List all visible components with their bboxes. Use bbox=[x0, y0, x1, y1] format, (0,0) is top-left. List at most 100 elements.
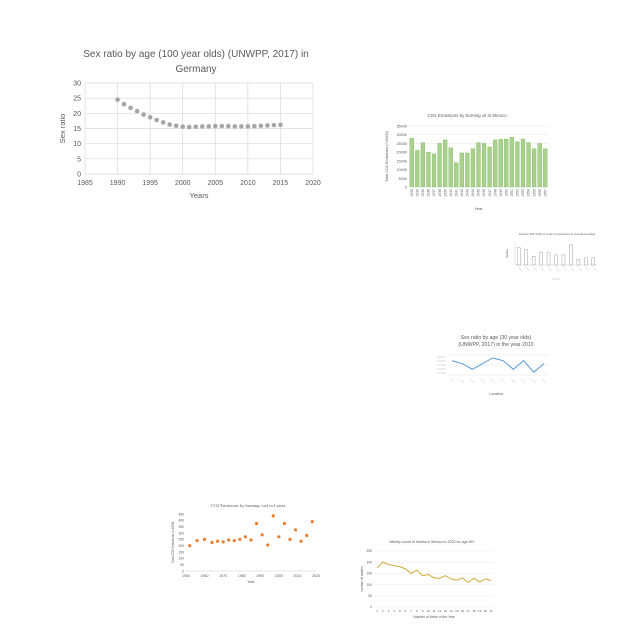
x-tick-mark bbox=[460, 378, 465, 384]
bar bbox=[524, 248, 528, 266]
y-tick-label: 450 bbox=[178, 512, 184, 516]
x-tick-label: 12 bbox=[438, 609, 442, 613]
data-point bbox=[173, 123, 179, 129]
series-line bbox=[451, 357, 545, 373]
x-tick-label: 5 bbox=[399, 609, 401, 613]
x-tick-mark bbox=[480, 378, 485, 384]
x-tick-label: 1939 bbox=[443, 189, 447, 197]
chart-panel-co2-coal-latvia: CO2 Emissions by burning coal in Latvia 0… bbox=[170, 500, 325, 590]
data-point bbox=[186, 124, 192, 130]
y-tick-label: 400 bbox=[178, 519, 184, 523]
x-tick-label: 1938 bbox=[438, 189, 442, 197]
x-tick-label: 1949 bbox=[499, 189, 503, 197]
x-tick-label: 1946 bbox=[482, 189, 486, 197]
x-tick-label: 2000 bbox=[175, 180, 191, 187]
bar bbox=[420, 142, 425, 188]
data-point bbox=[232, 539, 236, 543]
data-point bbox=[227, 538, 231, 542]
x-tick-label: 21 bbox=[489, 609, 493, 613]
bar bbox=[591, 257, 595, 266]
chart-co2-oil-mexico: CO2 Emissions by burning oil in Mexico 0 5… bbox=[385, 113, 548, 211]
chart-panel-sex-ratio-30: Sex ratio by age (30 year olds) (UNWPP, 2… bbox=[430, 330, 555, 400]
y-tick-label: 0 bbox=[77, 172, 81, 179]
y-tick-label: 150 bbox=[178, 550, 184, 554]
bar bbox=[454, 162, 459, 188]
x-tick-mark bbox=[548, 266, 552, 272]
x-tick-label: 6 bbox=[405, 609, 407, 613]
bar bbox=[498, 138, 503, 188]
x-tick-label: 1947 bbox=[488, 189, 492, 197]
x-tick-label: 4 bbox=[393, 609, 395, 613]
bar bbox=[487, 146, 492, 188]
y-axis-label: number of deaths bbox=[360, 566, 364, 592]
bar bbox=[476, 142, 481, 188]
data-point bbox=[215, 539, 220, 543]
y-tick-label: 5000 bbox=[399, 177, 407, 181]
y-tick-label: 200 bbox=[366, 560, 372, 564]
data-point bbox=[180, 124, 186, 129]
chart-title: CO2 Emissions by burning coal in Latvia bbox=[211, 503, 286, 508]
data-point bbox=[305, 533, 309, 538]
data-point bbox=[278, 122, 283, 128]
x-tick-label: 2000 bbox=[275, 574, 283, 578]
x-tick-label: 1952 bbox=[516, 189, 520, 197]
data-point bbox=[249, 538, 253, 542]
x-tick-label: 1933 bbox=[410, 189, 414, 197]
x-tick-label: 2 bbox=[382, 609, 384, 613]
chart-title-line: Sex ratio by age (100 year olds) (UNWPP,… bbox=[83, 49, 308, 60]
chart-panel-co2-oil-mexico: CO2 Emissions by burning oil in Mexico 0 5… bbox=[382, 110, 552, 215]
bar bbox=[415, 150, 420, 188]
x-tick-label: 1953 bbox=[521, 189, 525, 197]
chart-panel-crude-oil-production: Number (MT CO2) of crude oil production … bbox=[505, 230, 600, 285]
y-tick-label: 300 bbox=[178, 531, 184, 535]
bar bbox=[509, 137, 514, 188]
data-point bbox=[128, 105, 133, 111]
bar bbox=[537, 143, 542, 188]
y-axis-label: Number bbox=[506, 249, 509, 258]
x-tick-label: 7 bbox=[410, 609, 412, 613]
data-point bbox=[147, 114, 153, 120]
y-tick-label: 200 bbox=[178, 544, 184, 548]
data-point bbox=[271, 122, 277, 128]
data-point bbox=[299, 539, 303, 543]
y-tick-label: 50 bbox=[368, 594, 372, 598]
x-tick-label: 19 bbox=[478, 609, 482, 613]
data-point bbox=[239, 124, 244, 129]
x-tick-label: 1950 bbox=[182, 574, 190, 578]
x-tick-mark bbox=[585, 266, 590, 272]
chart-sex-ratio-30: Sex ratio by age (30 year olds)(UNWPP, 2… bbox=[437, 335, 548, 396]
x-tick-label: 2015 bbox=[273, 180, 289, 187]
chart-title-line: Germany bbox=[175, 64, 216, 75]
bar bbox=[539, 251, 543, 266]
x-tick-mark bbox=[540, 266, 545, 272]
data-point bbox=[206, 124, 212, 129]
data-point bbox=[193, 124, 199, 129]
y-tick-label: 0 bbox=[405, 186, 407, 190]
bar bbox=[584, 257, 588, 266]
x-tick-label: 1985 bbox=[77, 180, 93, 187]
chart-sex-ratio-germany: Sex ratio by age (100 year olds) (UNWPP,… bbox=[58, 49, 321, 200]
bar bbox=[481, 143, 487, 188]
x-tick-label: 17 bbox=[467, 609, 471, 613]
y-axis-label: Total CO2 Emissions (*10000) bbox=[385, 130, 389, 182]
data-point bbox=[293, 528, 298, 532]
x-tick-mark bbox=[518, 266, 522, 272]
x-tick-label: 1935 bbox=[421, 189, 425, 197]
y-tick-label: 30 bbox=[73, 81, 81, 88]
data-point bbox=[266, 543, 270, 547]
y-tick-label: 25 bbox=[73, 96, 81, 103]
x-tick-label: 1990 bbox=[256, 574, 264, 578]
data-point bbox=[221, 540, 225, 544]
bar bbox=[493, 139, 498, 188]
bar bbox=[526, 142, 531, 188]
x-tick-label: 1980 bbox=[238, 574, 246, 578]
bar bbox=[569, 244, 573, 266]
data-point bbox=[195, 539, 199, 543]
y-tick-label: 0 bbox=[370, 605, 372, 609]
x-tick-label: 1945 bbox=[477, 189, 481, 197]
y-tick-label: 50 bbox=[180, 563, 184, 567]
y-tick-label: 30000 bbox=[396, 133, 407, 137]
y-tick-label: 20000 bbox=[396, 151, 407, 155]
data-point bbox=[121, 101, 127, 107]
x-tick-label: 15 bbox=[455, 609, 459, 613]
